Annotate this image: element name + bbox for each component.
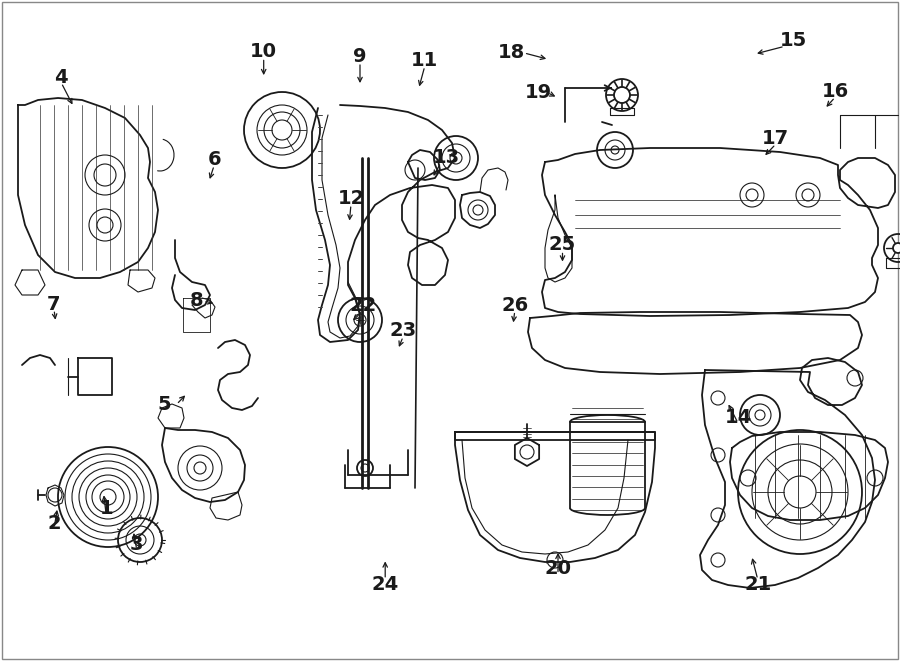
- Polygon shape: [515, 438, 539, 466]
- Circle shape: [893, 243, 900, 253]
- Text: 6: 6: [207, 151, 221, 169]
- Text: 13: 13: [433, 148, 460, 167]
- Text: 16: 16: [822, 82, 849, 100]
- Text: 11: 11: [411, 52, 438, 70]
- Text: 15: 15: [780, 32, 807, 50]
- Text: 14: 14: [724, 408, 751, 427]
- Text: 5: 5: [158, 395, 172, 414]
- Text: 10: 10: [250, 42, 277, 61]
- Text: 22: 22: [349, 296, 376, 315]
- Text: 23: 23: [390, 321, 417, 340]
- Polygon shape: [700, 358, 875, 588]
- Polygon shape: [15, 270, 45, 295]
- Text: 18: 18: [498, 44, 525, 62]
- Text: 12: 12: [338, 189, 364, 208]
- Text: 25: 25: [549, 235, 576, 254]
- Circle shape: [614, 87, 630, 103]
- Text: 26: 26: [501, 296, 528, 315]
- Text: 17: 17: [762, 130, 789, 148]
- Text: 9: 9: [353, 47, 367, 65]
- Polygon shape: [542, 148, 895, 316]
- Text: 3: 3: [130, 535, 143, 554]
- Text: 1: 1: [99, 500, 113, 518]
- Polygon shape: [730, 432, 888, 520]
- Text: 2: 2: [47, 514, 61, 533]
- Polygon shape: [46, 485, 64, 506]
- Polygon shape: [18, 98, 158, 278]
- Text: 19: 19: [525, 83, 552, 102]
- Text: 8: 8: [189, 292, 203, 310]
- Text: 7: 7: [47, 295, 61, 313]
- Polygon shape: [455, 432, 655, 562]
- Text: 24: 24: [372, 576, 399, 594]
- Text: 20: 20: [544, 559, 572, 578]
- Text: 21: 21: [744, 576, 771, 594]
- Text: 4: 4: [54, 68, 68, 87]
